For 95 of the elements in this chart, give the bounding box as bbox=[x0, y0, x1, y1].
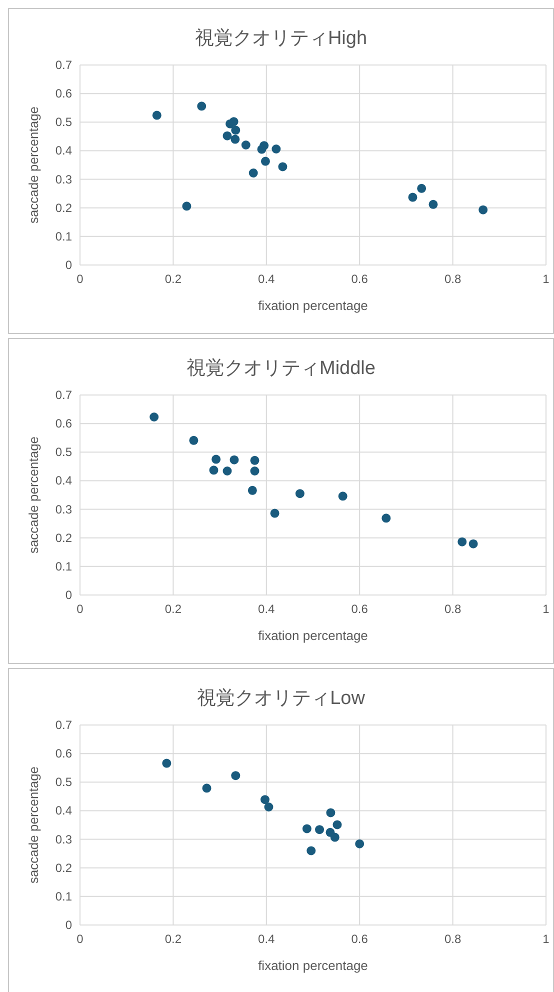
point bbox=[260, 795, 270, 804]
x-tick-label: 0.2 bbox=[164, 272, 182, 286]
y-tick-label: 0.7 bbox=[55, 388, 72, 402]
y-axis-title: saccade percentage bbox=[26, 106, 41, 224]
point bbox=[250, 466, 260, 476]
point bbox=[264, 802, 274, 812]
point bbox=[326, 808, 336, 818]
x-tick-label: 1 bbox=[542, 932, 550, 946]
point bbox=[315, 825, 324, 834]
y-tick-label: 0.2 bbox=[55, 200, 72, 215]
point bbox=[189, 436, 198, 445]
y-axis-title: saccade percentage bbox=[26, 436, 41, 554]
x-axis-title: fixation percentage bbox=[258, 628, 368, 643]
y-tick-label: 0 bbox=[65, 918, 72, 932]
point bbox=[295, 489, 304, 498]
y-tick-label: 0.5 bbox=[55, 775, 72, 790]
y-tick-label: 0.7 bbox=[55, 718, 72, 732]
x-tick-label: 0 bbox=[76, 272, 84, 286]
point bbox=[338, 492, 348, 501]
point bbox=[202, 784, 212, 793]
x-tick-label: 0.4 bbox=[258, 272, 276, 286]
x-tick-label: 0.4 bbox=[258, 602, 276, 616]
y-tick-label: 0.7 bbox=[55, 58, 72, 72]
x-axis-title: fixation percentage bbox=[258, 298, 368, 313]
chart-title: 視覚クオリティMiddle bbox=[186, 357, 376, 379]
x-axis-title: fixation percentage bbox=[258, 958, 368, 973]
y-tick-label: 0 bbox=[65, 258, 72, 272]
x-tick-label: 0.2 bbox=[164, 602, 182, 616]
point bbox=[306, 846, 316, 856]
x-tick-label: 0.8 bbox=[444, 602, 462, 616]
point bbox=[182, 202, 192, 211]
y-tick-label: 0.4 bbox=[55, 144, 72, 158]
point bbox=[458, 537, 467, 546]
point bbox=[272, 144, 281, 154]
x-tick-label: 0.4 bbox=[258, 932, 276, 946]
x-tick-label: 0.8 bbox=[444, 272, 462, 286]
point bbox=[248, 168, 258, 178]
point bbox=[231, 126, 240, 135]
x-tick-label: 1 bbox=[542, 272, 550, 286]
y-tick-label: 0.5 bbox=[55, 115, 72, 130]
point bbox=[209, 466, 218, 475]
x-tick-label: 0.8 bbox=[444, 932, 462, 946]
point bbox=[250, 456, 260, 465]
y-tick-label: 0.6 bbox=[55, 746, 72, 761]
y-tick-label: 0.4 bbox=[55, 804, 72, 818]
y-tick-label: 0.2 bbox=[55, 530, 72, 545]
chart-title: 視覚クオリティHigh bbox=[194, 27, 368, 49]
x-tick-label: 0.2 bbox=[164, 932, 182, 946]
point bbox=[231, 771, 240, 780]
point bbox=[229, 117, 238, 126]
point bbox=[230, 455, 239, 464]
point bbox=[270, 508, 280, 518]
point bbox=[212, 454, 221, 464]
point bbox=[222, 131, 232, 140]
point bbox=[257, 144, 266, 154]
x-tick-label: 0.6 bbox=[351, 272, 368, 286]
point bbox=[241, 140, 250, 150]
x-tick-label: 0 bbox=[76, 932, 84, 946]
y-tick-label: 0.5 bbox=[55, 445, 72, 460]
y-axis-title: saccade percentage bbox=[26, 766, 41, 884]
point bbox=[382, 514, 391, 523]
point bbox=[302, 824, 312, 834]
point bbox=[428, 200, 438, 209]
y-tick-label: 0.4 bbox=[55, 474, 72, 488]
point bbox=[248, 486, 257, 495]
point bbox=[408, 192, 418, 202]
point bbox=[260, 156, 270, 166]
point bbox=[355, 839, 364, 848]
chart-title: 視覚クオリティLow bbox=[197, 687, 366, 709]
point bbox=[478, 205, 488, 214]
point bbox=[278, 162, 288, 172]
point bbox=[417, 184, 426, 193]
x-tick-label: 0.6 bbox=[351, 602, 368, 616]
point bbox=[222, 466, 232, 476]
point bbox=[197, 102, 206, 111]
point bbox=[332, 820, 342, 830]
y-tick-label: 0.2 bbox=[55, 860, 72, 875]
y-tick-label: 0.3 bbox=[55, 502, 72, 516]
y-tick-label: 0.3 bbox=[55, 832, 72, 846]
point bbox=[150, 412, 159, 422]
x-tick-label: 1 bbox=[542, 602, 550, 616]
y-tick-label: 0.1 bbox=[55, 559, 72, 574]
point bbox=[468, 539, 478, 548]
point bbox=[330, 832, 340, 842]
x-tick-label: 0 bbox=[76, 602, 84, 616]
point bbox=[152, 110, 162, 120]
y-tick-label: 0 bbox=[65, 588, 72, 602]
point bbox=[162, 758, 172, 768]
y-tick-label: 0.6 bbox=[55, 86, 72, 101]
y-tick-label: 0.6 bbox=[55, 416, 72, 431]
y-tick-label: 0.1 bbox=[55, 889, 72, 904]
x-tick-label: 0.6 bbox=[351, 932, 368, 946]
point bbox=[230, 134, 240, 144]
y-tick-label: 0.1 bbox=[55, 229, 72, 244]
y-tick-label: 0.3 bbox=[55, 172, 72, 186]
